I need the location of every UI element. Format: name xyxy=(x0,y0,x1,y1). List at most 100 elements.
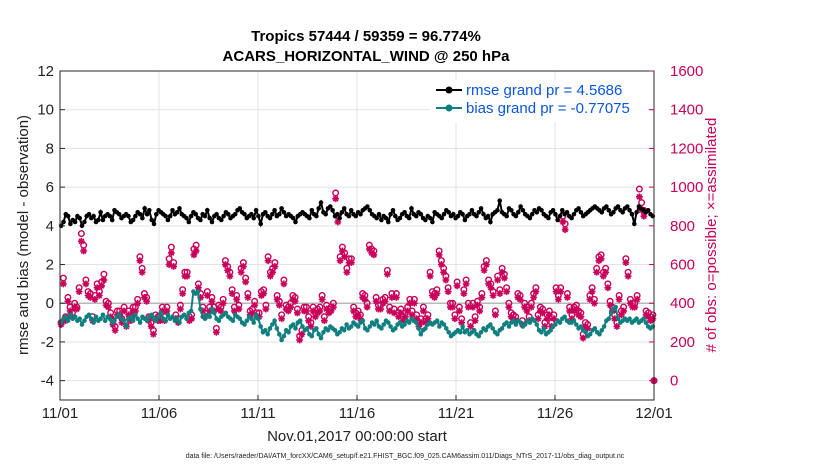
assimilated-marker xyxy=(293,309,301,317)
bias-point xyxy=(374,318,380,324)
rmse-point xyxy=(629,211,635,217)
assimilated-marker xyxy=(444,288,452,296)
assimilated-marker xyxy=(633,295,641,303)
star-stroke xyxy=(382,298,389,305)
assimilated-marker xyxy=(237,268,245,276)
star-stroke xyxy=(262,306,269,313)
rmse-point xyxy=(221,213,226,219)
assimilated-marker xyxy=(363,303,371,311)
bias-point xyxy=(274,326,280,331)
rmse-point xyxy=(316,206,322,211)
bias-point xyxy=(77,316,82,322)
assimilated-marker xyxy=(296,336,304,344)
star-stroke xyxy=(64,298,71,305)
rmse-point xyxy=(386,219,391,225)
assimilated-marker xyxy=(194,284,202,292)
bias-point xyxy=(270,322,275,327)
star-stroke xyxy=(593,269,600,276)
star-stroke xyxy=(278,315,285,322)
rmse-point xyxy=(270,211,275,217)
star-stroke xyxy=(87,294,94,301)
bias-point xyxy=(627,316,632,322)
assimilated-marker xyxy=(451,315,459,323)
rmse-point xyxy=(606,208,612,213)
bias-point xyxy=(434,318,440,324)
star-stroke xyxy=(620,308,627,314)
y2-tick-label: 1200 xyxy=(670,140,703,157)
rmse-point xyxy=(272,208,277,213)
bias-point xyxy=(304,326,310,331)
rmse-point xyxy=(529,211,535,217)
rmse-point xyxy=(237,206,243,211)
rmse-point xyxy=(534,210,540,215)
star-stroke xyxy=(494,277,501,283)
assimilated-marker xyxy=(372,297,380,305)
assimilated-marker xyxy=(586,295,594,303)
star-stroke xyxy=(440,269,447,276)
rmse-point xyxy=(599,210,605,215)
y2-tick-label: 1000 xyxy=(670,179,703,196)
assimilated-marker xyxy=(262,305,270,313)
star-stroke xyxy=(132,308,139,314)
star-stroke xyxy=(350,308,357,314)
bias-point xyxy=(574,322,579,327)
chart-subtitle: ACARS_HORIZONTAL_WIND @ 250 hPa xyxy=(223,48,511,65)
star-stroke xyxy=(577,313,584,320)
star-stroke xyxy=(559,218,566,225)
star-stroke xyxy=(294,309,301,316)
assimilated-marker xyxy=(545,311,553,319)
bias-point xyxy=(437,324,442,329)
rmse-point xyxy=(77,215,82,221)
star-stroke xyxy=(604,284,611,291)
assimilated-marker xyxy=(622,259,630,266)
rmse-point xyxy=(130,217,136,223)
assimilated-marker xyxy=(579,334,587,342)
assimilated-marker xyxy=(606,301,614,309)
assimilated-marker xyxy=(336,257,344,265)
bias-point xyxy=(267,326,273,331)
rmse-point xyxy=(116,211,122,217)
rmse-point xyxy=(560,208,565,213)
rmse-point xyxy=(555,217,560,223)
rmse-point xyxy=(474,213,479,219)
star-stroke xyxy=(343,269,350,276)
rmse-point xyxy=(133,213,138,219)
bias-point xyxy=(237,316,243,322)
legend-box xyxy=(430,80,648,122)
star-stroke xyxy=(134,300,141,307)
bias-point xyxy=(388,324,393,329)
bias-point xyxy=(532,318,537,324)
rmse-point xyxy=(469,208,475,213)
assimilated-marker xyxy=(104,303,112,311)
bias-point xyxy=(300,324,305,329)
rmse-point xyxy=(184,215,189,221)
assimilated-marker xyxy=(377,305,385,313)
bias-point xyxy=(154,318,159,324)
rmse-point xyxy=(205,208,210,213)
rmse-point xyxy=(365,204,370,209)
star-stroke xyxy=(91,296,98,303)
star-stroke xyxy=(150,331,157,338)
assimilated-marker xyxy=(192,247,200,255)
rmse-point xyxy=(198,217,203,223)
star-stroke xyxy=(339,248,346,254)
assimilated-marker xyxy=(433,290,441,297)
bias-point xyxy=(112,318,117,324)
star-stroke xyxy=(625,273,632,280)
rmse-point xyxy=(481,211,486,217)
star-stroke xyxy=(177,306,184,313)
assimilated-marker xyxy=(615,295,623,303)
bias-point xyxy=(121,318,127,324)
star-stroke xyxy=(373,298,380,305)
bias-point xyxy=(251,320,256,325)
bias-point xyxy=(393,326,398,331)
star-stroke xyxy=(627,300,634,307)
rmse-point xyxy=(61,219,66,225)
assimilated-marker xyxy=(530,294,538,301)
rmse-point xyxy=(219,217,224,223)
rmse-point xyxy=(249,211,254,217)
bias-point xyxy=(499,326,505,331)
star-stroke xyxy=(411,300,418,307)
bias-point xyxy=(608,310,614,316)
star-stroke xyxy=(528,304,535,311)
